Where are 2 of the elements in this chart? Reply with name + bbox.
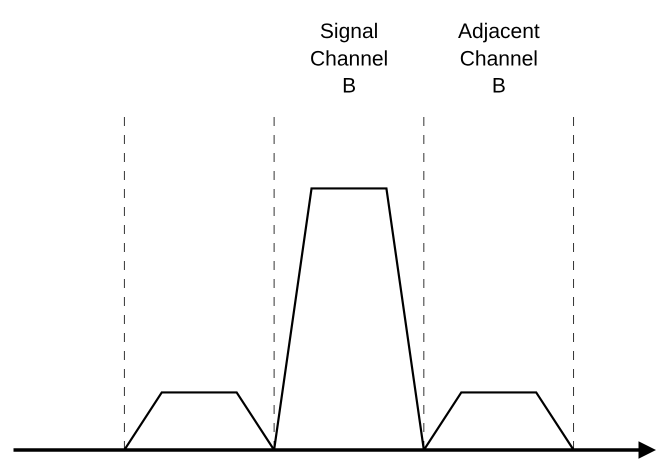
text: Adjacent Channel B bbox=[458, 20, 540, 98]
text: Signal Channel B bbox=[310, 20, 388, 98]
